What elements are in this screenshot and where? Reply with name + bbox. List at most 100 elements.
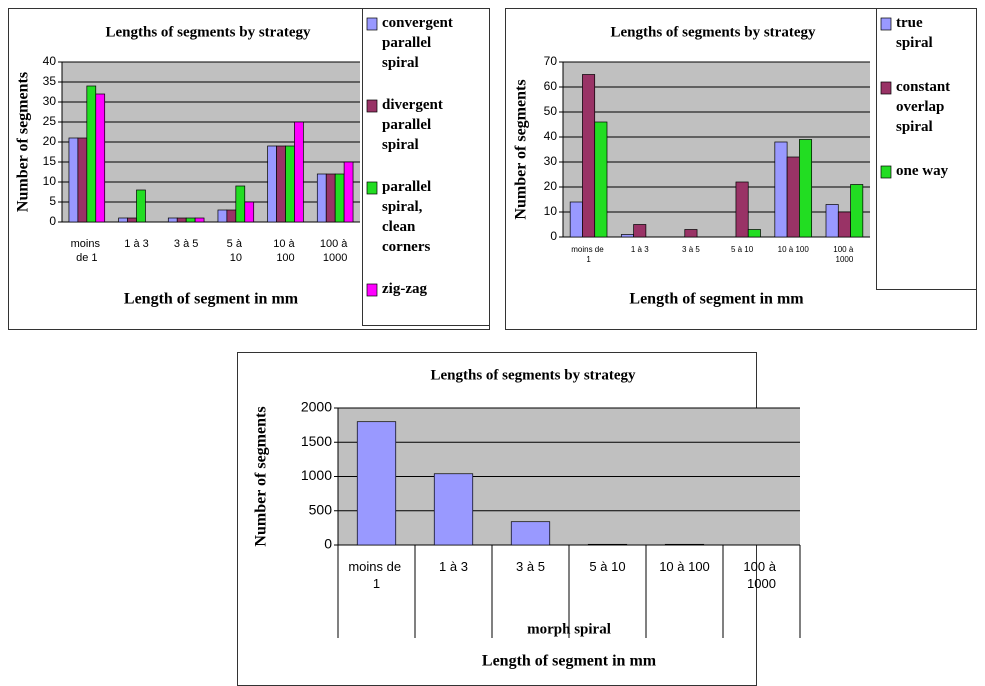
chart: Lengths of segments by strategy Number of…	[237, 352, 801, 686]
y-axis-label: Number of segments	[513, 79, 530, 219]
bar	[95, 93, 106, 223]
x-tick-label: moins de 1	[71, 238, 103, 264]
x-tick-label: 1 à 3	[439, 559, 468, 574]
x-tick-label: moins de 1	[571, 245, 606, 264]
bar	[185, 217, 196, 223]
x-axis-label: Length of segment in mm	[629, 291, 804, 308]
legend-frame	[362, 8, 490, 326]
legend-swatch	[366, 283, 378, 297]
bar	[316, 173, 327, 223]
bar	[684, 229, 698, 238]
x-tick-label: 5 à 10	[589, 559, 625, 574]
bar	[587, 543, 628, 546]
y-tick-label: 1500	[301, 433, 332, 449]
bar	[774, 141, 788, 238]
bar	[235, 185, 246, 223]
bar	[68, 137, 79, 223]
bar	[217, 209, 228, 223]
y-tick-label: 15	[43, 154, 57, 168]
bar	[799, 139, 813, 238]
bar	[594, 121, 608, 238]
bar	[569, 201, 583, 238]
x-axis-label: Length of segment in mm	[482, 653, 657, 670]
y-tick-label: 60	[544, 79, 558, 93]
x-tick-label: 1 à 3	[124, 238, 148, 250]
y-tick-label: 20	[544, 179, 558, 193]
bar	[837, 211, 851, 238]
chart-title: Lengths of segments by strategy	[431, 367, 636, 383]
x-tick-label: 3 à 5	[682, 245, 700, 254]
chart: Lengths of segments by strategy Number of…	[505, 8, 977, 330]
legend-label: true spiral	[896, 15, 933, 51]
bar	[747, 229, 761, 238]
x-tick-label: 5 à 10	[227, 238, 245, 264]
y-tick-label: 40	[43, 54, 57, 68]
x-tick-label: 100 à 1000	[320, 238, 351, 264]
bar	[510, 521, 551, 546]
bar	[127, 217, 137, 223]
x-tick-label: 3 à 5	[174, 238, 198, 250]
y-tick-label: 1000	[301, 467, 332, 483]
legend-swatch	[880, 165, 892, 179]
y-tick-label: 70	[544, 54, 558, 68]
legend-label: divergent parallel spiral	[382, 97, 447, 153]
x-tick-label: 3 à 5	[516, 559, 545, 574]
bar	[334, 173, 345, 223]
y-tick-label: 30	[43, 94, 57, 108]
y-tick-label: 0	[324, 536, 332, 552]
legend-swatch	[880, 17, 892, 31]
bar	[226, 209, 237, 223]
bar	[294, 121, 304, 223]
legend-label: constant overlap spiral	[896, 79, 954, 135]
bar	[244, 201, 255, 223]
x-tick-label: 5 à 10	[731, 245, 754, 254]
x-tick-label: 10 à 100	[778, 245, 810, 254]
chart-title: Lengths of segments by strategy	[106, 24, 311, 40]
bar	[582, 74, 596, 238]
bar	[136, 189, 146, 223]
y-tick-label: 25	[43, 114, 57, 128]
legend-label: one way	[896, 163, 949, 179]
y-tick-label: 30	[544, 154, 558, 168]
y-tick-label: 10	[544, 204, 558, 218]
bar	[850, 184, 864, 238]
x-tick-label: 1 à 3	[631, 245, 649, 254]
bar	[325, 173, 336, 223]
legend-swatch	[366, 181, 378, 195]
bar	[343, 161, 354, 223]
bar	[267, 145, 277, 223]
y-axis-label: Number of segments	[253, 406, 270, 546]
legend-frame	[876, 8, 977, 290]
y-tick-label: 35	[43, 74, 57, 88]
bar	[620, 234, 634, 238]
bar	[276, 145, 286, 223]
bar	[167, 217, 178, 223]
x-tick-label: 10 à 100	[659, 559, 710, 574]
plot-area	[563, 62, 870, 237]
bar	[825, 204, 839, 238]
bar	[77, 137, 88, 223]
bar	[786, 156, 800, 238]
bar	[633, 224, 647, 238]
bar	[433, 473, 474, 546]
legend-swatch	[880, 81, 892, 95]
y-tick-label: 50	[544, 104, 558, 118]
y-tick-label: 0	[550, 229, 557, 243]
y-tick-label: 0	[49, 214, 56, 228]
x-tick-label: moins de 1	[348, 559, 404, 591]
bar	[664, 543, 705, 546]
bar	[176, 217, 187, 223]
y-tick-label: 40	[544, 129, 558, 143]
x-tick-label: 100 à 1000	[743, 559, 779, 591]
x-axis-label: Length of segment in mm	[124, 291, 299, 308]
y-tick-label: 5	[49, 194, 56, 208]
y-tick-label: 500	[309, 501, 333, 517]
bar	[285, 145, 295, 223]
x-tick-label: 100 à 1000	[833, 245, 855, 264]
y-tick-label: 10	[43, 174, 57, 188]
y-axis-label: Number of segments	[15, 72, 32, 212]
y-tick-label: 20	[43, 134, 57, 148]
bar	[86, 85, 97, 223]
x-tick-label: 10 à 100	[273, 238, 297, 264]
legend-label: parallel spiral, clean corners	[382, 179, 435, 255]
